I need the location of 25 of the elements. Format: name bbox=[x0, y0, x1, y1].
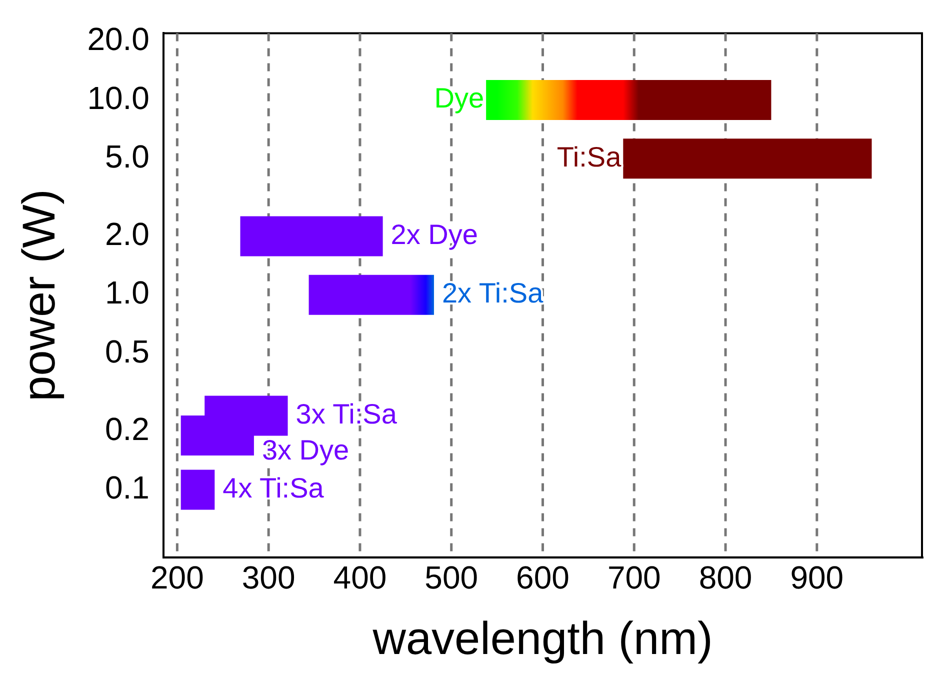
y-tick-label: 1.0 bbox=[104, 274, 150, 311]
series-label: 2x Ti:Sa bbox=[442, 278, 544, 309]
x-tick-label: 900 bbox=[790, 559, 844, 596]
x-tick-label: 600 bbox=[516, 559, 570, 596]
x-tick-label: 700 bbox=[607, 559, 661, 596]
series-label: 2x Dye bbox=[390, 218, 478, 250]
series-label: 4x Ti:Sa bbox=[222, 472, 324, 504]
y-tick-label: 20.0 bbox=[87, 21, 150, 58]
x-axis-title: wavelength (nm) bbox=[372, 612, 713, 664]
x-tick-label: 300 bbox=[242, 559, 296, 596]
series-label: Dye bbox=[434, 82, 484, 114]
y-tick-label: 10.0 bbox=[87, 80, 150, 116]
series-label: 3x Dye bbox=[262, 434, 350, 466]
y-tick-label: 2.0 bbox=[104, 216, 150, 252]
series-label: Ti:Sa bbox=[556, 141, 622, 172]
x-tick-label: 500 bbox=[424, 559, 478, 596]
y-tick-label: 0.2 bbox=[104, 410, 150, 447]
x-tick-label: 800 bbox=[698, 559, 752, 596]
y-tick-label: 0.5 bbox=[104, 333, 150, 370]
y-tick-label: 0.1 bbox=[104, 470, 150, 506]
x-tick-label: 200 bbox=[150, 559, 204, 596]
x-tick-label: 400 bbox=[333, 559, 387, 596]
series-label: 3x Ti:Sa bbox=[296, 398, 398, 430]
y-axis-title: power (W) bbox=[12, 189, 64, 402]
y-tick-label: 5.0 bbox=[104, 138, 150, 174]
